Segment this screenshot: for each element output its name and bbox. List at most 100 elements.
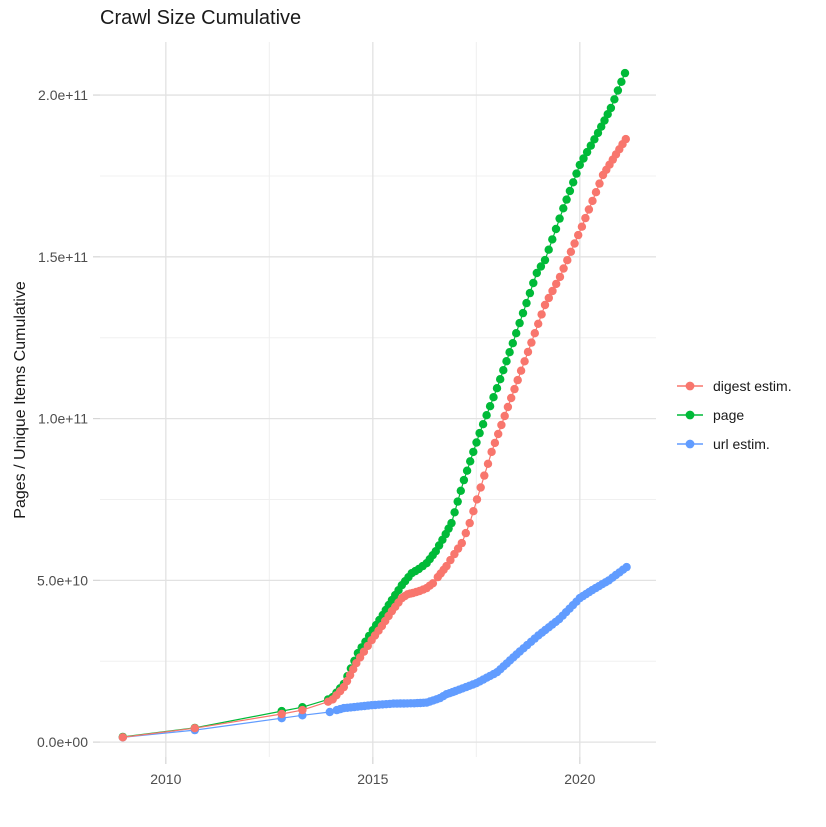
data-point (555, 214, 564, 223)
data-point (472, 495, 482, 504)
data-point (118, 733, 128, 742)
legend-item-url-estim-: url estim. (676, 434, 792, 454)
data-point (496, 375, 505, 384)
data-point (459, 475, 469, 485)
data-point (536, 262, 546, 271)
data-point (500, 411, 509, 421)
data-point (572, 169, 581, 178)
data-point (588, 196, 597, 206)
data-point (442, 561, 451, 571)
data-point (532, 268, 541, 278)
data-point (548, 235, 557, 244)
data-point (428, 579, 438, 588)
data-point (502, 357, 511, 366)
data-point (490, 438, 500, 448)
data-point (552, 279, 561, 289)
data-point (453, 497, 462, 506)
x-tick-label: 2010 (150, 771, 181, 787)
legend-item-label: url estim. (713, 436, 770, 452)
data-point (606, 103, 616, 113)
series-line-digest-estim- (122, 138, 627, 738)
legend-key-icon (677, 381, 703, 391)
data-point (537, 310, 546, 319)
data-point (551, 224, 561, 234)
data-point (566, 247, 576, 256)
data-point (505, 348, 514, 357)
y-tick-label: 5.0e+10 (37, 572, 88, 588)
y-tick-label: 1.5e+11 (38, 249, 88, 265)
data-point (563, 256, 572, 265)
data-point (190, 724, 199, 733)
data-point (447, 518, 456, 528)
data-point (525, 288, 535, 298)
x-tick-label: 2015 (357, 771, 388, 787)
y-tick-label: 1.0e+11 (38, 411, 88, 427)
data-point (513, 375, 522, 385)
data-point (574, 230, 583, 240)
y-tick-label: 0.0e+00 (37, 734, 88, 750)
legend: digest estim. page url estim. (676, 376, 792, 454)
data-point (559, 264, 568, 273)
data-point (485, 402, 495, 411)
data-point (540, 255, 550, 265)
data-point (565, 186, 575, 196)
data-point (591, 188, 601, 197)
data-point (508, 339, 517, 348)
data-point (469, 507, 478, 516)
data-point (523, 347, 533, 357)
x-tick-label: 2020 (564, 771, 595, 787)
data-point (584, 205, 594, 214)
data-point (548, 286, 557, 296)
data-point (469, 447, 478, 457)
data-point (575, 160, 584, 170)
data-point (461, 528, 470, 538)
data-point (555, 272, 565, 282)
data-point (527, 338, 536, 347)
data-point (510, 384, 519, 394)
data-point (478, 420, 488, 429)
data-point (544, 245, 553, 254)
data-point (562, 195, 571, 204)
data-point (520, 357, 529, 366)
data-point (582, 147, 592, 157)
data-point (597, 122, 606, 131)
data-point (570, 239, 579, 248)
data-point (512, 329, 521, 338)
data-point (534, 319, 543, 328)
data-point (529, 278, 538, 288)
data-point (579, 154, 588, 163)
data-point (581, 213, 590, 223)
y-tick-label: 2.0e+11 (38, 87, 88, 103)
data-point (593, 128, 603, 138)
data-point (487, 447, 496, 457)
data-point (475, 428, 484, 438)
data-point (456, 486, 465, 495)
data-point (544, 293, 553, 303)
legend-item-digest-estim-: digest estim. (676, 376, 792, 396)
data-point (325, 707, 334, 717)
data-point (480, 471, 489, 480)
data-point (586, 141, 595, 150)
legend-key-icon (677, 410, 703, 420)
data-point (476, 483, 485, 492)
data-point (483, 459, 493, 468)
data-point (497, 420, 506, 430)
data-point (610, 95, 619, 104)
data-point (622, 562, 631, 572)
data-point (613, 86, 623, 95)
data-point (499, 366, 508, 375)
data-point (507, 393, 516, 403)
data-point (559, 204, 568, 213)
data-point (518, 308, 528, 318)
data-point (530, 329, 539, 338)
data-point (569, 178, 578, 187)
data-point (577, 222, 587, 231)
legend-item-label: digest estim. (713, 378, 792, 394)
data-point (595, 179, 604, 188)
data-point (466, 457, 475, 466)
data-point (617, 77, 626, 87)
data-point (590, 135, 599, 144)
data-point (603, 110, 612, 119)
data-point (516, 366, 526, 375)
